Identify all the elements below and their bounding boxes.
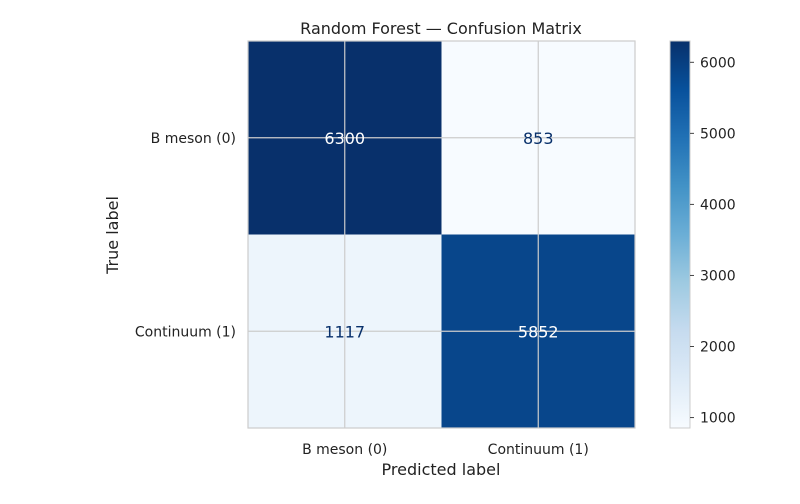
x-axis-label: Predicted label <box>382 460 501 479</box>
colorbar-tick-label: 2000 <box>700 340 736 356</box>
colorbar <box>669 40 691 429</box>
cell-value-label: 853 <box>523 129 554 148</box>
colorbar-tick-label: 6000 <box>700 55 736 71</box>
x-tick-label: Continuum (1) <box>488 442 589 458</box>
cell-value-label: 5852 <box>518 322 559 341</box>
colorbar-tick-label: 5000 <box>700 126 736 142</box>
x-tick-label: B meson (0) <box>302 442 387 458</box>
colorbar-tick-label: 4000 <box>700 197 736 213</box>
plot-frame <box>247 40 636 429</box>
colorbar-tick-label: 3000 <box>700 268 736 284</box>
y-tick-label: Continuum (1) <box>135 324 236 340</box>
cell-value-label: 1117 <box>324 322 365 341</box>
chart-title: Random Forest — Confusion Matrix <box>300 19 582 38</box>
y-tick-label: B meson (0) <box>151 131 236 147</box>
colorbar-tick-label: 1000 <box>700 411 736 427</box>
cell-value-label: 6300 <box>324 129 365 148</box>
y-axis-label: True label <box>103 196 122 275</box>
